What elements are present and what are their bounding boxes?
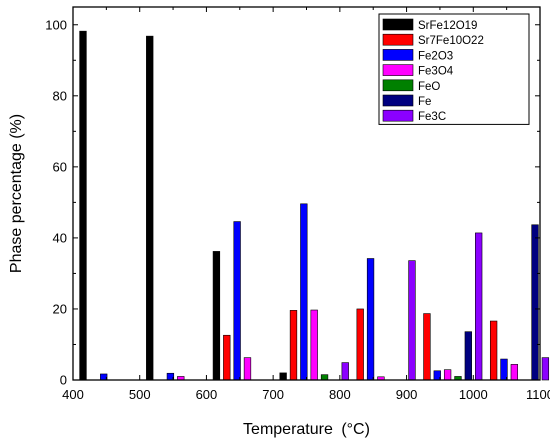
legend-label-FeO: FeO [418, 81, 440, 93]
bar-SrFe12O19-500 [146, 35, 154, 381]
y-tick-label: 60 [53, 159, 67, 174]
bar-Fe3C-700 [341, 362, 349, 381]
bar-Fe2O3-600 [233, 221, 241, 381]
y-tick-label: 40 [53, 230, 67, 245]
legend-swatch-Fe [382, 94, 414, 107]
legend-swatch-Fe2O3 [382, 49, 414, 61]
legend-label-Fe: Fe [418, 96, 431, 108]
bar-Fe2O3-700 [300, 203, 308, 381]
bar-Sr7Fe10O22-600 [223, 334, 231, 381]
legend-label-Fe3C: Fe3C [418, 111, 446, 123]
bar-Fe3C-1000 [541, 357, 550, 381]
bar-Fe3O4-1000 [510, 364, 518, 381]
bar-Fe3O4-700 [310, 309, 318, 381]
legend-swatch-SrFe12O19 [382, 18, 414, 31]
legend-label-Fe3O4: Fe3O4 [418, 66, 454, 78]
bar-Fe3C-900 [475, 232, 483, 381]
x-tick-label: 500 [129, 387, 151, 402]
y-tick-label: 20 [53, 301, 67, 316]
x-tick-label: 700 [262, 387, 284, 402]
legend-swatch-Fe3O4 [382, 64, 414, 76]
bar-SrFe12O19-400 [79, 30, 87, 381]
bar-Fe2O3-1000 [500, 358, 508, 381]
y-tick-label: 0 [60, 373, 67, 388]
bar-Fe3O4-900 [443, 369, 452, 381]
bar-Fe3O4-600 [243, 357, 252, 381]
x-tick-label: 400 [62, 387, 84, 402]
bar-Fe-900 [464, 331, 472, 381]
x-axis-title-unit: (°C) [341, 421, 370, 438]
bar-Sr7Fe10O22-700 [289, 310, 298, 381]
y-axis-title: Phase percentage (%) [8, 114, 25, 273]
bar-Sr7Fe10O22-1000 [489, 320, 498, 381]
legend-swatch-Fe3C [382, 109, 414, 122]
bar-Fe3C-800 [408, 260, 416, 381]
bar-Sr7Fe10O22-800 [356, 308, 364, 381]
x-tick-label: 800 [329, 387, 351, 402]
bar-SrFe12O19-600 [212, 251, 221, 381]
legend: SrFe12O19 Sr7Fe10O22 Fe2O3 Fe3O4 FeO Fe Fe3C [378, 13, 530, 125]
x-tick-label: 1000 [459, 387, 488, 402]
bars-layer [79, 30, 550, 381]
y-tick-label: 100 [45, 17, 67, 32]
bar-Fe2O3-800 [366, 258, 375, 381]
legend-label-Fe2O3: Fe2O3 [418, 50, 453, 62]
x-axis-title-text: Temperature [243, 421, 333, 438]
legend-label-Sr7Fe10O22: Sr7Fe10O22 [418, 35, 484, 47]
bar-FeO-700 [320, 374, 329, 381]
bar-Fe-1000 [531, 224, 539, 381]
legend-swatch-Sr7Fe10O22 [382, 33, 414, 46]
x-tick-label: 600 [196, 387, 218, 402]
bar-SrFe12O19-700 [279, 372, 287, 381]
legend-swatch-FeO [382, 79, 414, 92]
legend-label-SrFe12O19: SrFe12O19 [418, 20, 477, 32]
y-tick-label: 80 [53, 88, 67, 103]
x-axis-title: Temperature (°C) [243, 421, 370, 438]
x-tick-label: 900 [396, 387, 418, 402]
bar-Sr7Fe10O22-900 [423, 313, 431, 381]
